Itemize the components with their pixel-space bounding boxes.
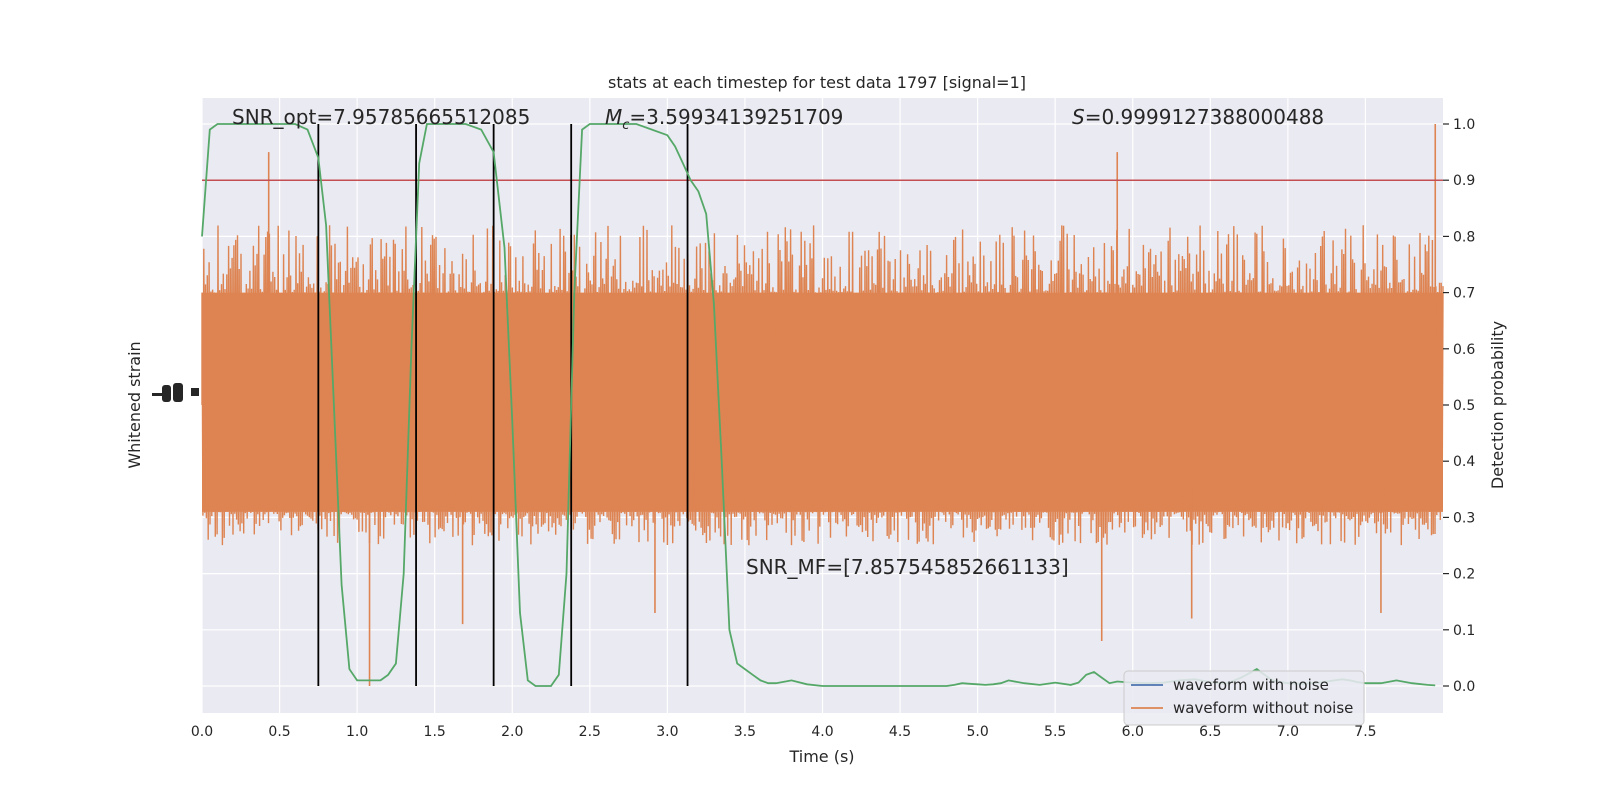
chart-title: stats at each timestep for test data 179… — [608, 73, 1026, 92]
y-tick-label: 0.7 — [1453, 286, 1475, 302]
y-tick-label: 0.2 — [1453, 567, 1475, 583]
x-tick-label: 3.0 — [656, 724, 678, 740]
x-tick-label: 2.0 — [501, 724, 523, 740]
left-y-axis-label: Whitened strain — [125, 341, 144, 468]
x-tick-label: 1.0 — [346, 724, 368, 740]
x-tick-label: 5.5 — [1044, 724, 1066, 740]
x-axis-label: Time (s) — [788, 747, 854, 766]
statistic-symbol: S — [1072, 105, 1085, 129]
statistic-value: =0.9999127388000488 — [1085, 105, 1324, 129]
y-tick-label: 0.5 — [1453, 398, 1475, 414]
y-tick-label: 0.9 — [1453, 173, 1475, 189]
y-tick-label: 0.8 — [1453, 229, 1475, 245]
y-tick-label: 0.4 — [1453, 454, 1475, 470]
x-tick-label: 4.5 — [889, 724, 911, 740]
x-tick-label: 0.0 — [191, 724, 213, 740]
x-tick-label: 2.5 — [579, 724, 601, 740]
x-axis-ticks: 0.0 0.5 1.0 1.5 2.0 2.5 3.0 3.5 4.0 4.5 5.0 5.5 6.0 6… — [191, 724, 1377, 740]
x-tick-label: 1.5 — [424, 724, 446, 740]
y-tick-label: 0.3 — [1453, 510, 1475, 526]
legend-label-without-noise: waveform without noise — [1173, 699, 1353, 717]
legend-box — [1123, 670, 1365, 726]
noise-trace — [201, 225, 1444, 546]
x-tick-label: 7.5 — [1354, 724, 1376, 740]
chirp-mass-value: =3.59934139251709 — [629, 105, 843, 129]
y-tick-label: 0.6 — [1453, 342, 1475, 358]
x-tick-label: 3.5 — [734, 724, 756, 740]
chirp-mass-subscript: c — [622, 118, 629, 133]
x-tick-label: 4.0 — [811, 724, 833, 740]
chirp-mass-symbol: M — [605, 105, 622, 129]
right-y-axis-ticks: 0.0 0.1 0.2 0.3 0.4 0.5 0.6 0.7 0.8 0.9 1.0 — [1443, 117, 1475, 695]
right-y-axis-label: Detection probability — [1488, 321, 1507, 489]
y-tick-label: 0.1 — [1453, 623, 1475, 639]
chirp-mass-annotation: Mc=3.59934139251709 — [605, 105, 843, 133]
statistic-annotation: S=0.9999127388000488 — [1072, 105, 1324, 129]
snr-opt-annotation: SNR_opt=7.95785665512085 — [232, 105, 530, 129]
y-tick-label: 1.0 — [1453, 117, 1475, 133]
left-axis-tick-residue — [152, 383, 199, 402]
x-tick-label: 6.0 — [1122, 724, 1144, 740]
legend-label-with-noise: waveform with noise — [1173, 676, 1329, 694]
legend: waveform with noise waveform without noi… — [1123, 670, 1365, 726]
x-tick-label: 0.5 — [268, 724, 290, 740]
snr-mf-annotation: SNR_MF=[7.857545852661133] — [746, 555, 1069, 579]
y-tick-label: 0.0 — [1453, 679, 1475, 695]
x-tick-label: 6.5 — [1199, 724, 1221, 740]
x-tick-label: 5.0 — [966, 724, 988, 740]
x-tick-label: 7.0 — [1277, 724, 1299, 740]
